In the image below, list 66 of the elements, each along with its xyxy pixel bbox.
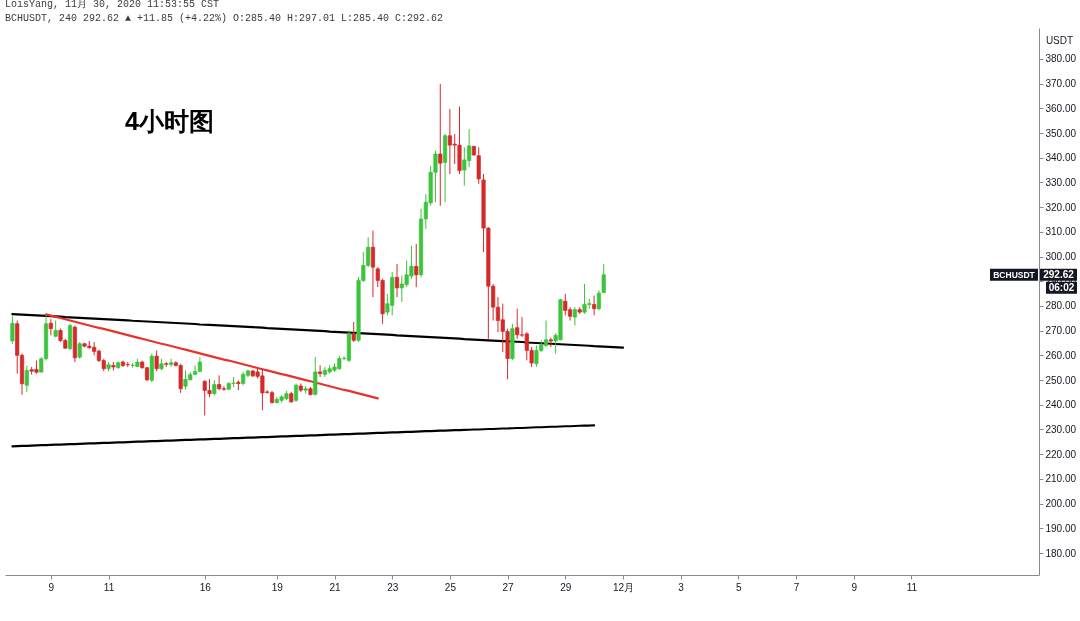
y-tick-label: 230.00: [1045, 423, 1077, 435]
chart-subtitle: BCHUSDT, 240 292.62 ▲ +11.85 (+4.22%) O:285.40 H:297.01 L:285.40 C:292.62: [5, 13, 444, 24]
x-tick-label: 9: [48, 581, 55, 593]
candlestick: [294, 383, 299, 403]
candlestick: [68, 323, 73, 351]
candlestick: [515, 308, 520, 340]
candlestick: [370, 230, 376, 298]
x-tick-label: 5: [736, 581, 743, 593]
text: 06:02: [1048, 281, 1075, 293]
text: 292.62: [1043, 268, 1075, 280]
y-tick-label: 320.00: [1045, 201, 1077, 213]
candlestick: [318, 364, 323, 378]
candlestick: [394, 263, 400, 298]
chart-title: LoisYang, 11月 30, 2020 11:53:55 CST: [5, 0, 220, 10]
candlestick: [217, 374, 222, 391]
x-tick-label: 23: [387, 581, 399, 593]
x-tick-label: 29: [560, 581, 572, 593]
candlestick: [438, 83, 443, 207]
y-tick-label: 240.00: [1045, 399, 1077, 411]
y-tick-label: 250.00: [1045, 374, 1077, 386]
candlestick: [154, 349, 159, 372]
line-series: [11, 424, 596, 448]
x-tick-label: 12月: [612, 581, 635, 593]
y-tick-label: 210.00: [1045, 473, 1077, 485]
candlestick: [221, 385, 226, 392]
x-tick-label: 11: [103, 581, 115, 593]
annotation: BCHUSDT: [993, 269, 1036, 280]
annotation: 4小时图: [125, 107, 214, 135]
candlestick: [169, 358, 174, 368]
y-axis-title: USDT: [1045, 34, 1074, 46]
x-tick-label: 16: [199, 581, 212, 593]
y-tick-label: 270.00: [1045, 325, 1077, 337]
x-tick-label: 27: [502, 581, 515, 593]
candlestick: [24, 364, 29, 393]
candlestick: [313, 356, 318, 396]
candlestick: [10, 315, 15, 345]
x-tick-label: 11: [906, 581, 918, 593]
x-tick-label: 3: [678, 581, 685, 593]
y-tick-label: 220.00: [1045, 448, 1077, 460]
candlestick: [592, 295, 597, 316]
x-tick-label: 9: [851, 581, 858, 593]
y-tick-label: 380.00: [1045, 53, 1077, 65]
x-tick-label: 19: [271, 581, 284, 593]
candlestick: [48, 318, 53, 336]
line-series: [11, 313, 625, 349]
candlestick: [414, 243, 419, 288]
candlestick: [572, 306, 577, 326]
y-tick-label: 260.00: [1045, 349, 1077, 361]
candlestick: [178, 363, 183, 394]
x-tick-label: 25: [444, 581, 457, 593]
y-tick-label: 190.00: [1045, 522, 1077, 534]
x-tick-label: 7: [793, 581, 800, 593]
candlestick: [351, 321, 356, 343]
y-tick-label: 310.00: [1045, 226, 1077, 238]
y-tick-label: 350.00: [1045, 127, 1077, 139]
y-tick-label: 200.00: [1045, 498, 1077, 510]
y-tick-label: 330.00: [1045, 176, 1077, 188]
candlestick: [543, 320, 549, 348]
y-tick-label: 300.00: [1045, 251, 1077, 263]
line-series: [44, 313, 379, 400]
x-tick-label: 21: [329, 581, 342, 593]
y-tick-label: 360.00: [1045, 102, 1077, 114]
y-tick-label: 180.00: [1045, 547, 1077, 559]
y-tick-label: 340.00: [1045, 152, 1077, 164]
y-tick-label: 370.00: [1045, 78, 1077, 90]
y-tick-label: 280.00: [1045, 300, 1077, 312]
